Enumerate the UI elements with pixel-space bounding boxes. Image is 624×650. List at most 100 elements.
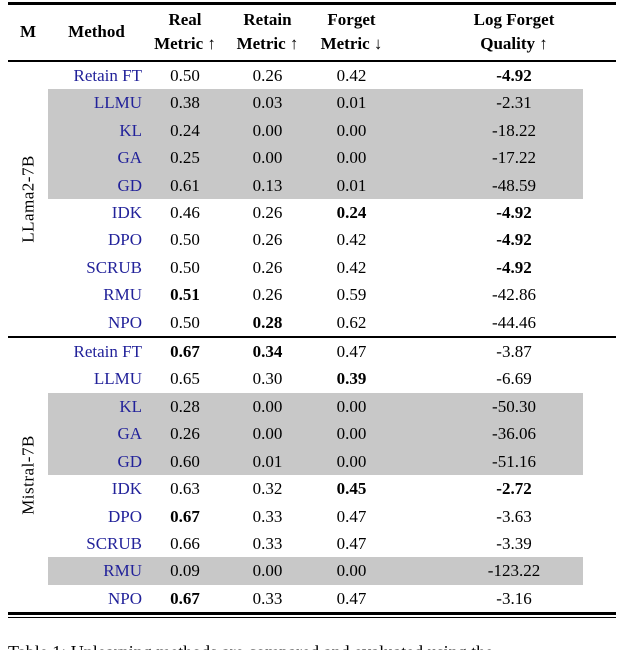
header-log-forget-quality: Log Forget Quality ↑ — [393, 4, 583, 62]
table-bottom-rule — [8, 616, 616, 618]
log-forget-quality-cell: -2.72 — [496, 479, 532, 499]
retain-metric-cell: 0.33 — [252, 588, 283, 608]
forget-metric-cell: 0.42 — [336, 230, 367, 250]
table-row: NPO 0.50 0.28 0.62 -44.46 — [8, 308, 616, 338]
forget-metric-cell: 0.45 — [336, 479, 367, 499]
table-row: LLMU 0.38 0.03 0.01 -2.31 — [8, 89, 616, 117]
real-metric-cell: 0.65 — [170, 369, 200, 389]
forget-metric-cell: 0.39 — [336, 369, 367, 389]
spacer-cell — [583, 337, 616, 366]
method-cell: KL — [48, 392, 145, 421]
log-forget-quality-cell: -36.06 — [393, 420, 583, 448]
method-cell: GD — [48, 447, 145, 476]
log-forget-quality-cell: -17.22 — [393, 144, 583, 172]
spacer-cell — [583, 529, 616, 558]
header-lfq-line2: Quality — [480, 34, 536, 53]
real-metric-cell: 0.26 — [145, 420, 225, 448]
table-row: NPO 0.67 0.33 0.47 -3.16 — [8, 584, 616, 614]
header-lfq-line1: Log Forget — [473, 10, 555, 29]
up-arrow-icon: ↑ — [207, 34, 216, 53]
forget-metric-cell: 0.47 — [336, 342, 367, 362]
header-spacer — [583, 4, 616, 62]
table-header: M Method Real Metric ↑ Retain Metric ↑ F… — [8, 4, 616, 62]
method-cell: GD — [48, 171, 145, 200]
table-row: LLMU 0.65 0.30 0.39 -6.69 — [8, 365, 616, 393]
spacer-cell — [583, 89, 616, 117]
table-row: SCRUB 0.50 0.26 0.42 -4.92 — [8, 253, 616, 282]
method-cell: LLMU — [48, 89, 145, 117]
retain-metric-cell: 0.00 — [225, 144, 310, 172]
table-row: IDK 0.63 0.32 0.45 -2.72 — [8, 475, 616, 503]
real-metric-cell: 0.50 — [170, 257, 200, 277]
table-row: KL 0.24 0.00 0.00 -18.22 — [8, 116, 616, 145]
table-row: RMU 0.51 0.26 0.59 -42.86 — [8, 281, 616, 309]
log-forget-quality-cell: -4.92 — [496, 257, 532, 277]
retain-metric-cell: 0.01 — [225, 447, 310, 476]
forget-metric-cell: 0.42 — [336, 257, 367, 277]
log-forget-quality-cell: -3.39 — [496, 533, 532, 553]
up-arrow-icon: ↑ — [539, 34, 548, 53]
header-retain-line1: Retain — [243, 10, 292, 29]
section-llama2-7b: LLama2-7B Retain FT 0.50 0.26 0.42 -4.92 LLMU 0… — [8, 61, 616, 338]
table-row: Mistral-7B Retain FT 0.67 0.34 0.47 -3.87 — [8, 337, 616, 614]
log-forget-quality-cell: -48.59 — [393, 171, 583, 200]
header-model: M — [19, 22, 37, 41]
spacer-cell — [583, 502, 616, 530]
real-metric-cell: 0.50 — [170, 66, 200, 85]
method-cell: NPO — [107, 312, 142, 332]
retain-metric-cell: 0.26 — [252, 66, 283, 85]
log-forget-quality-cell: -123.22 — [393, 557, 583, 585]
spacer-cell — [583, 447, 616, 476]
retain-metric-cell: 0.28 — [252, 312, 283, 332]
real-metric-cell: 0.28 — [145, 392, 225, 421]
spacer-cell — [583, 420, 616, 448]
section-mistral-7b: Mistral-7B Retain FT 0.67 0.34 0.47 -3.87 LLMU… — [8, 337, 616, 614]
forget-metric-cell: 0.59 — [336, 285, 367, 305]
table-row: SCRUB 0.66 0.33 0.47 -3.39 — [8, 529, 616, 558]
method-cell: KL — [48, 116, 145, 145]
real-metric-cell: 0.61 — [145, 171, 225, 200]
unlearning-results-table: M Method Real Metric ↑ Retain Metric ↑ F… — [8, 2, 616, 616]
spacer-cell — [583, 171, 616, 200]
header-forget-line2: Metric — [320, 34, 370, 53]
header-forget-metric: Forget Metric ↓ — [310, 4, 393, 62]
retain-metric-cell: 0.34 — [252, 342, 283, 362]
method-cell: GA — [48, 144, 145, 172]
table-row: DPO 0.67 0.33 0.47 -3.63 — [8, 502, 616, 530]
forget-metric-cell: 0.47 — [336, 506, 367, 526]
log-forget-quality-cell: -51.16 — [393, 447, 583, 476]
real-metric-cell: 0.60 — [145, 447, 225, 476]
log-forget-quality-cell: -3.87 — [496, 342, 532, 362]
forget-metric-cell: 0.47 — [336, 588, 367, 608]
forget-metric-cell: 0.00 — [310, 144, 393, 172]
model-label: LLama2-7B — [18, 155, 38, 243]
log-forget-quality-cell: -2.31 — [393, 89, 583, 117]
forget-metric-cell: 0.00 — [310, 447, 393, 476]
forget-metric-cell: 0.62 — [336, 312, 367, 332]
method-cell: DPO — [107, 506, 142, 526]
retain-metric-cell: 0.26 — [252, 285, 283, 305]
method-cell: IDK — [111, 479, 142, 499]
spacer-cell — [583, 199, 616, 227]
log-forget-quality-cell: -18.22 — [393, 116, 583, 145]
real-metric-cell: 0.67 — [170, 342, 200, 362]
spacer-cell — [583, 584, 616, 614]
spacer-cell — [583, 475, 616, 503]
real-metric-cell: 0.09 — [145, 557, 225, 585]
table-row: GA 0.25 0.00 0.00 -17.22 — [8, 144, 616, 172]
method-cell: RMU — [48, 557, 145, 585]
retain-metric-cell: 0.00 — [225, 392, 310, 421]
forget-metric-cell: 0.24 — [336, 203, 367, 223]
method-cell: DPO — [107, 230, 142, 250]
log-forget-quality-cell: -3.16 — [496, 588, 532, 608]
spacer-cell — [583, 116, 616, 145]
real-metric-cell: 0.51 — [170, 285, 200, 305]
method-cell: SCRUB — [86, 533, 142, 553]
real-metric-cell: 0.67 — [170, 588, 200, 608]
forget-metric-cell: 0.00 — [310, 392, 393, 421]
log-forget-quality-cell: -44.46 — [492, 312, 536, 332]
method-cell: SCRUB — [86, 257, 142, 277]
real-metric-cell: 0.25 — [145, 144, 225, 172]
log-forget-quality-cell: -50.30 — [393, 392, 583, 421]
